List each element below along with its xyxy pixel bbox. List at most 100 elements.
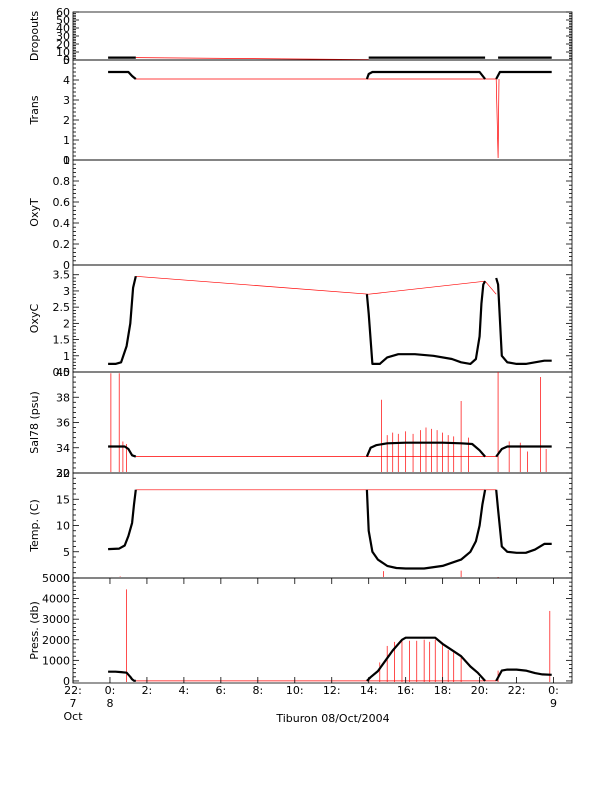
x-tick-label: 18:	[434, 684, 452, 697]
y-tick-label: 0.6	[53, 196, 71, 209]
panel-frame	[72, 472, 573, 579]
series-black-line	[365, 441, 486, 458]
y-tick-label: 50	[56, 14, 70, 27]
series-black-line	[365, 70, 486, 80]
y-tick-label: 32	[56, 467, 70, 480]
series-black-line	[366, 636, 486, 682]
panel-frame	[72, 159, 573, 266]
series-red-line	[135, 57, 369, 60]
y-tick-label: 0.8	[53, 175, 71, 188]
x-tick-label: 2:	[142, 684, 153, 697]
y-tick-label: 34	[56, 442, 70, 455]
x-tick-sublabel: 8	[106, 697, 113, 710]
y-tick-label: 0	[63, 572, 70, 585]
y-tick-label: 0	[63, 54, 70, 67]
panel-frame	[72, 577, 573, 684]
x-tick-label: 8:	[252, 684, 263, 697]
x-tick-label: 6:	[215, 684, 226, 697]
y-tick-label: 5	[63, 54, 70, 67]
y-tick-label: 2.5	[53, 301, 71, 314]
x-tick-label: 22:	[64, 684, 82, 697]
chart-caption: Tiburon 08/Oct/2004	[275, 712, 389, 725]
y-tick-label: 20	[56, 38, 70, 51]
series-black-line	[495, 445, 552, 458]
y-tick-label: 1	[63, 134, 70, 147]
y-tick-label: 40	[56, 22, 70, 35]
y-tick-label: 30	[56, 30, 70, 43]
y-tick-label: 15	[56, 493, 70, 506]
y-tick-label: 36	[56, 417, 70, 430]
y-tick-label: 3	[63, 94, 70, 107]
y-tick-label: 0	[63, 675, 70, 688]
x-tick-label: 12:	[323, 684, 341, 697]
y-tick-label: 0	[63, 259, 70, 272]
series-black-line	[108, 489, 137, 551]
series-black-line	[108, 276, 137, 365]
y-tick-label: 0.2	[53, 238, 71, 251]
y-tick-label: 60	[56, 6, 70, 19]
panel-frame	[72, 11, 573, 61]
y-tick-label: 10	[56, 520, 70, 533]
series-black-line	[108, 445, 137, 458]
x-tick-label: 20:	[471, 684, 489, 697]
panel-3: 0.5 1 1.5 2 2.5 3 3.5 OxyC	[28, 264, 573, 379]
series-black-line	[495, 668, 552, 682]
y-tick-label: 4	[63, 74, 70, 87]
x-axis: 22:70:82: 4: 6: 8: 10: 12: 14: 16: 18: 20: 22: 0:9O…	[63, 578, 559, 723]
y-tick-label: 5	[63, 546, 70, 559]
y-tick-label: 3.5	[53, 269, 71, 282]
y-tick-label: 1	[63, 350, 70, 363]
series-black-line	[495, 277, 552, 365]
series-black-line	[108, 70, 137, 80]
series-black-line	[108, 670, 136, 682]
x-tick-label: 14:	[360, 684, 378, 697]
y-tick-label: 0	[63, 154, 70, 167]
y-tick-label: 5000	[42, 572, 70, 585]
panel-5: 0 5 10 15 20 Temp. (C)	[28, 467, 573, 585]
y-tick-label: 1.5	[53, 334, 71, 347]
y-tick-label: 0.4	[53, 217, 71, 230]
y-tick-label: 2000	[42, 634, 70, 647]
x-tick-label: 22:	[508, 684, 526, 697]
series-black-line	[365, 280, 487, 365]
panel-ylabel: Temp. (C)	[28, 499, 41, 553]
y-tick-label: 1000	[42, 654, 70, 667]
y-tick-label: 0.5	[53, 366, 71, 379]
series-black-line	[495, 489, 552, 554]
panel-frame	[72, 371, 573, 474]
x-tick-label: 4:	[179, 684, 190, 697]
panel-ylabel: Sal78 (psu)	[28, 391, 41, 454]
panel-ylabel: Press. (db)	[28, 601, 41, 660]
x-tick-label: 16:	[397, 684, 415, 697]
panel-6: 0 1000 2000 3000 4000 5000 Press. (db)	[28, 572, 573, 688]
panel-ylabel: OxyT	[28, 198, 41, 227]
y-tick-label: 4000	[42, 593, 70, 606]
x-tick-sublabel: 7	[70, 697, 77, 710]
panel-4: 32 34 36 38 40 Sal78 (psu)	[28, 366, 573, 480]
x-tick-label: 0:	[548, 684, 559, 697]
x-month-label: Oct	[63, 710, 83, 723]
panel-2: 0 0.2 0.4 0.6 0.8 1 OxyT	[28, 154, 573, 272]
series-red-line	[135, 78, 500, 159]
y-tick-label: 20	[56, 467, 70, 480]
series-red-line	[135, 275, 497, 295]
x-tick-sublabel: 9	[550, 697, 557, 710]
y-tick-label: 3000	[42, 613, 70, 626]
y-tick-label: 38	[56, 391, 70, 404]
panel-ylabel: Dropouts	[28, 11, 41, 61]
y-tick-label: 40	[56, 366, 70, 379]
y-tick-label: 2	[63, 114, 70, 127]
panel-ylabel: OxyC	[28, 304, 41, 334]
y-tick-label: 2	[63, 317, 70, 330]
panel-ylabel: Trans	[28, 95, 41, 125]
x-tick-label: 10:	[286, 684, 304, 697]
y-tick-label: 10	[56, 46, 70, 59]
y-tick-label: 3	[63, 285, 70, 298]
series-black-line	[365, 489, 487, 570]
x-tick-label: 0:	[105, 684, 116, 697]
y-tick-label: 1	[63, 154, 70, 167]
series-black-line	[495, 70, 552, 80]
